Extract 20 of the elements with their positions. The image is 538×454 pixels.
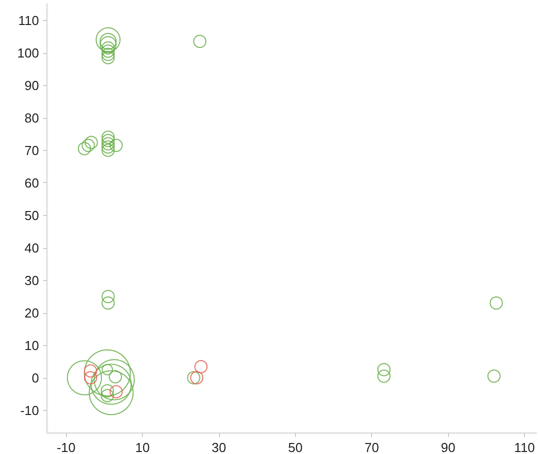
- y-tick-label: 50: [24, 208, 39, 223]
- y-tick-label: 80: [24, 110, 39, 126]
- y-tick-label: 20: [24, 305, 39, 320]
- x-tick-label: -10: [56, 440, 76, 454]
- x-tick-label: 70: [364, 440, 379, 454]
- y-tick-label: 100: [17, 45, 39, 60]
- y-tick-label: 60: [24, 175, 39, 190]
- x-tick-label: 10: [135, 440, 150, 454]
- x-tick-label: 50: [288, 440, 303, 454]
- x-tick-label: 90: [440, 440, 456, 454]
- y-tick-label: 0: [32, 370, 39, 386]
- y-tick-label: 110: [18, 12, 39, 28]
- x-tick-label: 110: [514, 440, 535, 454]
- y-tick-label: 30: [24, 272, 39, 288]
- y-tick-label: -10: [20, 402, 39, 418]
- y-tick-label: 10: [24, 338, 39, 353]
- y-tick-label: 40: [24, 240, 39, 256]
- y-tick-label: 90: [24, 78, 39, 93]
- x-tick-label: 30: [212, 440, 226, 454]
- y-tick-label: 70: [24, 142, 39, 158]
